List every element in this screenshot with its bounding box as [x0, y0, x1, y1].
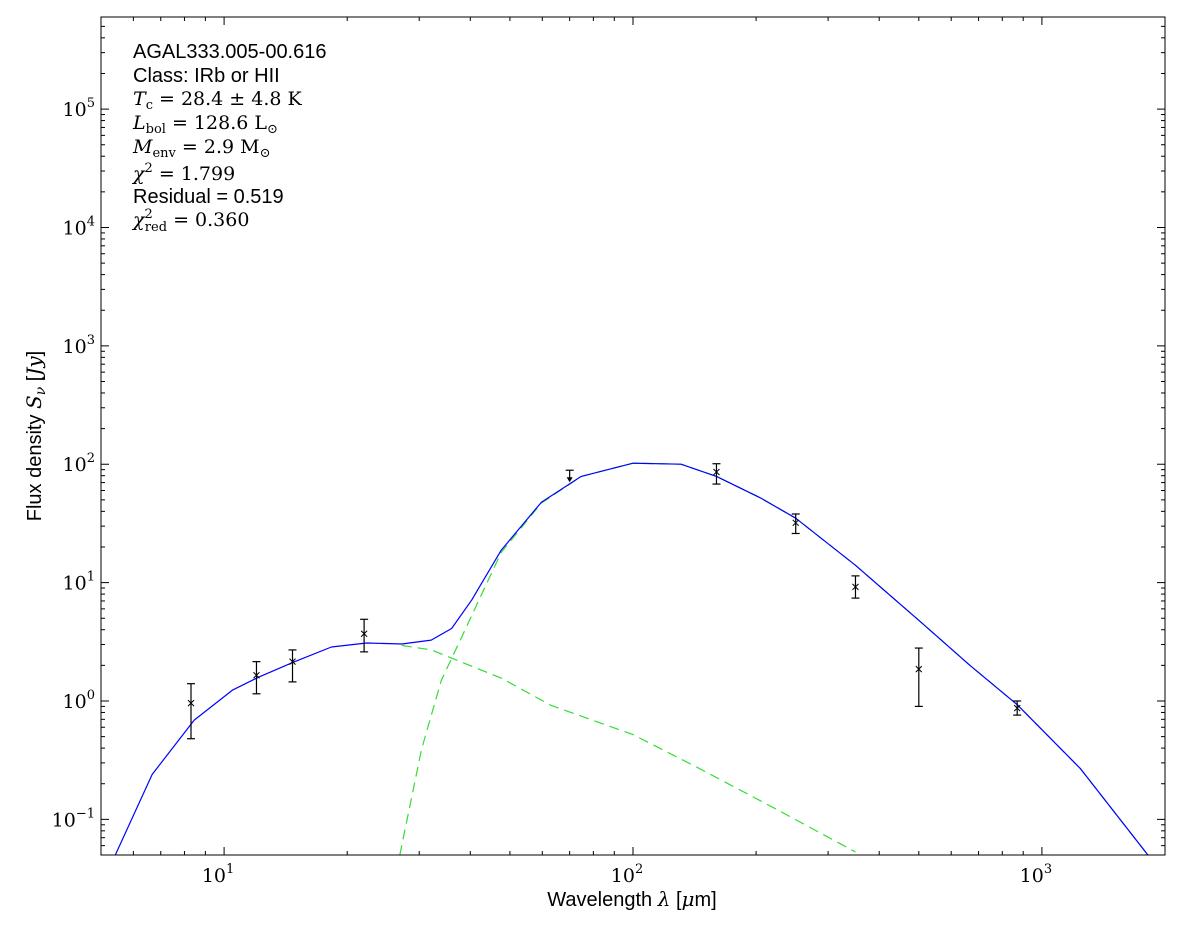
- point-marker: [187, 699, 195, 707]
- y-tick-label: 103: [63, 333, 95, 358]
- point-marker: [792, 519, 800, 527]
- x-axis-label: Wavelength λ [μm]: [547, 887, 716, 911]
- data-point: [360, 618, 369, 653]
- x-tick-label: 103: [1020, 862, 1052, 887]
- x-tick-label: 101: [202, 862, 234, 887]
- point-marker: [915, 665, 923, 673]
- upper-limit-arrow: [566, 477, 573, 483]
- model-curve-total: [114, 462, 1149, 855]
- chi2-label: χ2 = 1.799: [131, 161, 235, 185]
- source-class: Class: IRb or HII: [133, 65, 280, 87]
- point-marker: [360, 630, 368, 638]
- y-tick-label: 105: [63, 96, 95, 121]
- residual-label: Residual = 0.519: [133, 186, 284, 208]
- point-marker: [1013, 704, 1021, 712]
- y-tick-label: 104: [63, 214, 95, 239]
- data-point: [791, 513, 800, 535]
- x-tick-label: 102: [611, 862, 643, 887]
- source-name: AGAL333.005-00.616: [133, 41, 327, 63]
- point-marker: [253, 671, 260, 679]
- data-point: [851, 575, 860, 599]
- plot-area: [101, 17, 1165, 855]
- data-point: [187, 683, 196, 740]
- y-tick-label: 100: [63, 688, 95, 713]
- data-point: [252, 661, 261, 695]
- data-point: [288, 649, 297, 683]
- annotation-box: AGAL333.005-00.616 Class: IRb or HII Tc …: [131, 41, 327, 235]
- luminosity-label: Lbol = 128.6 L⊙: [132, 112, 278, 137]
- y-tick-label: 10−1: [52, 806, 95, 831]
- data-point: [712, 463, 721, 485]
- mass-label: Menv = 2.9 M⊙: [132, 136, 271, 161]
- data-point: [1013, 700, 1022, 716]
- chi2-red-label: χ2 red = 0.360: [131, 207, 249, 235]
- temperature-label: Tc = 28.4 ± 4.8 K: [133, 88, 303, 113]
- y-axis-label: Flux density Sν [Jy]: [22, 351, 49, 522]
- point-marker: [289, 658, 296, 665]
- point-marker: [713, 468, 720, 476]
- y-tick-label: 102: [63, 451, 95, 476]
- point-marker: [852, 583, 859, 591]
- y-tick-label: 101: [63, 570, 95, 595]
- data-point: [914, 647, 923, 708]
- upper-limit-point: [565, 469, 574, 483]
